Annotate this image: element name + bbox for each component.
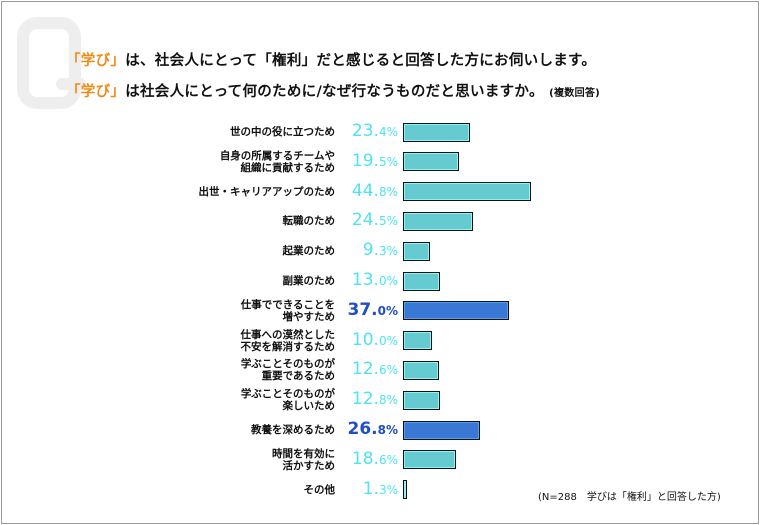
value-int: 13. <box>351 270 379 290</box>
category-label: 副業のため <box>282 275 336 287</box>
value-decimal: 4% <box>378 125 398 139</box>
value-decimal: 5% <box>378 214 398 229</box>
bar <box>403 450 457 470</box>
bar <box>403 331 432 351</box>
title-text: は、社会人にとって「権利」だと感じると回答した方にお伺いします。 <box>125 53 597 69</box>
title-text: は社会人にとって何のために/なぜ行なうものだと思いますか。 <box>125 84 544 100</box>
value-label: 44.8% <box>352 181 398 201</box>
value-decimal: 8% <box>378 393 398 408</box>
title-highlight: 「学び」 <box>66 84 126 100</box>
category-label: 学ぶことそのものが 重要であるため <box>240 358 335 383</box>
value-label: 19.5% <box>352 151 398 171</box>
value-label: 26.8% <box>348 419 399 439</box>
value-int: 12. <box>351 389 379 410</box>
bar <box>403 241 430 261</box>
value-decimal: 8% <box>377 423 398 437</box>
value-int: 37. <box>347 299 378 320</box>
value-label: 23.4% <box>352 121 398 141</box>
bar <box>403 301 509 321</box>
q-watermark-icon <box>17 17 86 109</box>
category-label: 仕事への漠然とした 不安を解消するため <box>240 328 336 353</box>
category-label: 起業のため <box>282 245 336 258</box>
value-int: 1. <box>362 478 379 499</box>
category-label: その他 <box>303 483 336 496</box>
category-label: 仕事でできることを 増やすため <box>240 298 335 323</box>
bar <box>403 182 531 202</box>
multiple-answer-note: (複数回答) <box>549 88 601 99</box>
value-int: 10. <box>351 329 379 350</box>
bar <box>403 390 440 410</box>
value-decimal: 6% <box>378 363 398 378</box>
value-label: 12.8% <box>352 389 398 409</box>
value-int: 19. <box>351 150 379 171</box>
bar <box>403 152 459 172</box>
value-label: 18.6% <box>352 449 398 469</box>
category-label: 時間を有効に 活かすため <box>272 447 335 472</box>
category-label: 転職のため <box>282 215 336 228</box>
value-decimal: 3% <box>378 244 398 259</box>
footnote: (N=288 学びは「権利」と回答した方) <box>538 492 721 503</box>
value-label: 9.3% <box>363 240 398 260</box>
value-decimal: 0% <box>378 274 398 288</box>
category-label: 学ぶことそのものが 楽しいため <box>240 388 335 413</box>
bar <box>403 271 441 291</box>
question-line-2: 「学び」は社会人にとって何のために/なぜ行なうものだと思いますか。 (複数回答) <box>66 80 600 101</box>
category-label: 教養を深めるため <box>251 424 335 436</box>
bar <box>403 211 473 231</box>
value-decimal: 0% <box>377 303 398 318</box>
value-int: 44. <box>351 180 379 201</box>
value-decimal: 5% <box>378 154 398 169</box>
question-line-1: 「学び」は、社会人にとって「権利」だと感じると回答した方にお伺いします。 <box>66 49 596 70</box>
value-decimal: 8% <box>378 184 398 199</box>
value-int: 26. <box>347 419 378 439</box>
value-label: 37.0% <box>348 300 399 320</box>
value-decimal: 0% <box>378 333 398 348</box>
value-decimal: 3% <box>378 482 398 497</box>
bar <box>403 420 480 440</box>
value-decimal: 6% <box>378 452 398 467</box>
bar <box>403 122 470 142</box>
category-label: 世の中の役に立つため <box>230 126 335 138</box>
category-label: 自身の所属するチームや 組織に貢献するため <box>219 149 335 174</box>
value-int: 18. <box>351 448 379 469</box>
bar <box>403 360 439 380</box>
value-label: 13.0% <box>352 270 398 290</box>
value-int: 24. <box>351 210 379 231</box>
value-int: 23. <box>351 121 379 141</box>
value-label: 24.5% <box>352 210 398 230</box>
bar <box>403 480 407 500</box>
category-label: 出世・キャリアアップのため <box>198 185 336 198</box>
value-int: 9. <box>362 240 379 261</box>
value-label: 10.0% <box>352 330 398 350</box>
value-int: 12. <box>351 359 379 380</box>
value-label: 12.6% <box>352 359 398 379</box>
title-highlight: 「学び」 <box>66 53 126 69</box>
value-label: 1.3% <box>363 479 398 499</box>
